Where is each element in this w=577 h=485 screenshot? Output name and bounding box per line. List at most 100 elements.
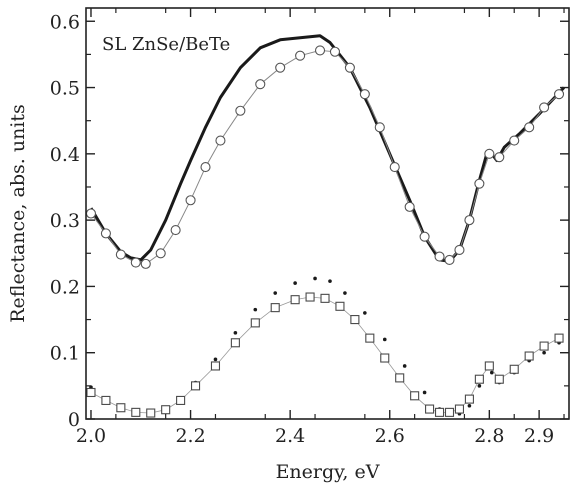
series-1-point bbox=[295, 50, 306, 61]
y-tick-label: 0 bbox=[68, 409, 80, 431]
series-2-point bbox=[343, 291, 347, 295]
series-1-point bbox=[484, 148, 495, 159]
series-2-point bbox=[213, 357, 218, 362]
sample-annotation: SL ZnSe/BeTe bbox=[102, 34, 230, 55]
series-3-point bbox=[395, 373, 405, 383]
series-1-point bbox=[140, 258, 151, 269]
y-tick-label: 0.2 bbox=[50, 276, 80, 298]
x-tick-label: 2.6 bbox=[375, 425, 405, 447]
x-tick-label: 2.9 bbox=[524, 425, 554, 447]
series-3-point bbox=[365, 333, 375, 343]
x-tick-label: 2.8 bbox=[474, 425, 504, 447]
series-3-point bbox=[146, 408, 156, 418]
series-1-point bbox=[524, 122, 535, 133]
y-tick-label: 0.5 bbox=[50, 78, 80, 100]
series-3-point bbox=[434, 407, 445, 417]
plot-layer bbox=[85, 34, 566, 418]
y-tick-label: 0.1 bbox=[50, 343, 80, 365]
series-3-point bbox=[335, 301, 345, 311]
series-1-point bbox=[215, 135, 226, 146]
series-1-point bbox=[444, 254, 455, 265]
series-1-point bbox=[434, 251, 445, 262]
x-tick-label: 2.0 bbox=[76, 425, 106, 447]
series-3-point bbox=[464, 394, 474, 404]
series-3-point bbox=[554, 333, 564, 343]
x-tick-label: 2.2 bbox=[175, 425, 205, 447]
series-1-point bbox=[454, 244, 465, 256]
series-3-point bbox=[380, 353, 390, 363]
series-1-point bbox=[314, 45, 326, 56]
series-3-point bbox=[176, 395, 186, 405]
series-3-point bbox=[250, 318, 260, 328]
series-3-point bbox=[410, 391, 420, 401]
series-3-point bbox=[305, 292, 315, 302]
series-1-point bbox=[329, 46, 341, 57]
y-tick-label: 0.4 bbox=[50, 144, 80, 166]
series-3-point bbox=[425, 404, 435, 414]
series-3-point bbox=[161, 405, 171, 415]
series-2-point bbox=[313, 276, 317, 281]
series-1-point bbox=[170, 225, 181, 236]
series-1-point bbox=[404, 201, 415, 212]
series-3-point bbox=[454, 404, 465, 414]
series-2-point bbox=[363, 311, 367, 315]
series-1-point bbox=[509, 135, 520, 146]
series-1-point bbox=[130, 257, 141, 268]
series-2-point bbox=[490, 370, 494, 375]
series-3-point bbox=[539, 341, 549, 351]
series-3-point bbox=[86, 387, 96, 398]
plot-frame bbox=[85, 7, 570, 420]
series-3-point bbox=[116, 403, 126, 413]
series-2-point bbox=[382, 337, 387, 342]
y-tick-label: 0.3 bbox=[50, 210, 80, 232]
series-3-point bbox=[494, 374, 504, 384]
series-1-point bbox=[389, 162, 400, 173]
series-1-point bbox=[374, 122, 385, 133]
series-1-point bbox=[275, 62, 286, 73]
series-3-line bbox=[90, 296, 560, 414]
series-2-point bbox=[233, 331, 238, 335]
series-1-point bbox=[85, 208, 97, 219]
series-2-point bbox=[273, 291, 278, 295]
y-tick-label: 0.6 bbox=[50, 11, 80, 33]
series-3-point bbox=[350, 315, 360, 325]
series-2-point bbox=[328, 279, 332, 283]
series-1-point bbox=[200, 162, 211, 173]
series-3-point bbox=[444, 407, 455, 417]
series-3-point bbox=[101, 395, 111, 405]
series-3-point bbox=[509, 364, 519, 374]
series-1-point bbox=[344, 62, 355, 73]
series-3-point bbox=[290, 295, 300, 305]
series-3-point bbox=[484, 361, 494, 371]
series-2-point bbox=[253, 307, 258, 312]
series-1-point bbox=[539, 102, 550, 113]
series-2-point bbox=[542, 350, 546, 355]
series-3-point bbox=[131, 407, 141, 417]
series-3-point bbox=[210, 361, 221, 371]
series-2-point bbox=[402, 364, 407, 368]
series-2-point bbox=[477, 384, 482, 388]
y-axis-label: Reflectance, abs. units bbox=[7, 104, 29, 323]
series-3-point bbox=[270, 303, 280, 313]
series-1-point bbox=[115, 249, 126, 260]
series-1-point bbox=[155, 248, 166, 259]
series-1-point bbox=[419, 231, 430, 242]
series-1-point bbox=[255, 79, 266, 90]
series-1-point bbox=[185, 195, 196, 206]
series-1-point bbox=[494, 152, 505, 163]
series-3-point bbox=[524, 351, 534, 361]
series-1-point bbox=[359, 89, 370, 100]
series-1-point bbox=[464, 215, 475, 226]
series-2-point bbox=[467, 403, 472, 408]
series-2-point bbox=[293, 281, 297, 285]
series-0-line bbox=[89, 34, 566, 263]
series-3-point bbox=[190, 381, 201, 391]
axes-layer: 0 0.1 0.2 0.3 0.4 0.5 0.6 2.0 2.2 2.4 2.6 2.8 2.9 bbox=[50, 8, 569, 447]
series-3-point bbox=[474, 374, 484, 384]
series-3-point bbox=[320, 293, 330, 303]
series-1-point bbox=[100, 228, 111, 239]
series-2-point bbox=[422, 390, 427, 395]
x-axis-label: Energy, eV bbox=[276, 461, 380, 483]
series-1-point bbox=[474, 178, 485, 189]
